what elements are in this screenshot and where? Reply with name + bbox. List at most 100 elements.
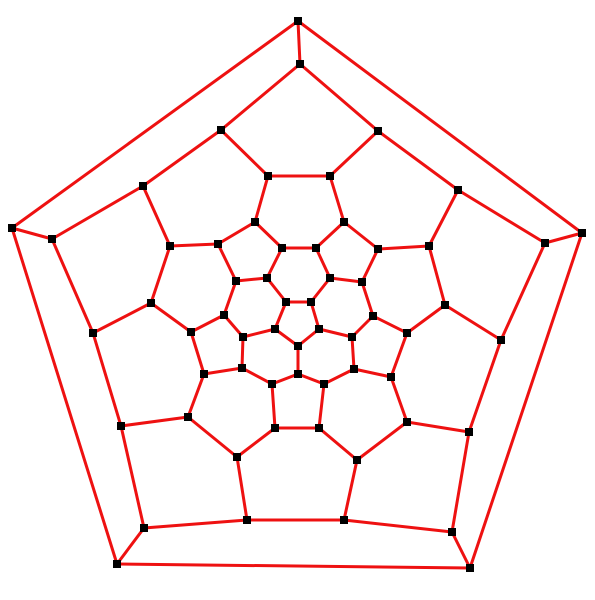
- graph-edge: [352, 367, 393, 379]
- graph-edge: [149, 244, 172, 305]
- graph-edge: [189, 313, 226, 334]
- graph-edge: [10, 226, 119, 566]
- graph-edge: [222, 279, 238, 317]
- graph-edge: [253, 174, 270, 224]
- graph-node: [264, 172, 272, 180]
- graph-edge: [360, 280, 375, 318]
- graph-edge: [342, 518, 454, 534]
- graph-edge: [91, 301, 153, 335]
- graph-node: [403, 329, 411, 337]
- graph-edge: [456, 188, 547, 245]
- graph-edge: [405, 420, 471, 434]
- graph-node: [117, 422, 125, 430]
- graph-node: [350, 365, 358, 373]
- graph-node: [315, 424, 323, 432]
- graph-node: [374, 245, 382, 253]
- graph-edge: [427, 188, 460, 248]
- graph-edge: [50, 237, 95, 335]
- graph-edge: [317, 382, 326, 430]
- graph-node: [263, 274, 271, 282]
- graph-edge: [296, 19, 584, 235]
- graph-edge: [342, 220, 380, 251]
- graph-node: [238, 364, 246, 372]
- graph-node: [296, 60, 304, 68]
- graph-node: [139, 182, 147, 190]
- graph-edge: [240, 335, 245, 370]
- graph-edge: [115, 526, 146, 566]
- graph-edge: [543, 231, 584, 245]
- graph-edge: [298, 62, 380, 133]
- graph-node: [140, 524, 148, 532]
- graph-node: [340, 218, 348, 226]
- graph-node: [353, 456, 361, 464]
- graph-edge: [186, 415, 239, 459]
- graph-edge: [376, 244, 431, 251]
- graph-node: [268, 380, 276, 388]
- graph-nodes: [8, 17, 586, 572]
- graph-edge: [322, 367, 356, 386]
- graph-edge: [309, 300, 321, 331]
- graph-edge: [376, 129, 460, 192]
- graph-node: [541, 239, 549, 247]
- graph-edge: [141, 128, 223, 188]
- graph-node: [326, 274, 334, 282]
- graph-node: [89, 329, 97, 337]
- graph-edge: [50, 184, 145, 241]
- graph-edge: [241, 327, 277, 339]
- graph-node: [312, 244, 320, 252]
- graph-node: [233, 453, 241, 461]
- graph-node: [8, 224, 16, 232]
- graph-edge: [499, 241, 547, 342]
- graph-edge: [10, 226, 54, 241]
- graph-edge: [317, 327, 354, 339]
- graph-edge: [10, 19, 300, 230]
- graph-edge: [119, 424, 146, 530]
- graph-edge: [91, 331, 123, 428]
- graph-node: [214, 240, 222, 248]
- graph-edge: [216, 220, 257, 246]
- graph-edge: [186, 372, 206, 419]
- graph-node: [340, 516, 348, 524]
- graph-node: [243, 516, 251, 524]
- graph-node: [465, 428, 473, 436]
- graph-node: [294, 17, 302, 25]
- graph-edge: [219, 62, 302, 132]
- graph-node: [425, 242, 433, 250]
- graph-edge: [235, 455, 249, 522]
- graph-edge: [270, 382, 277, 430]
- graph-edge: [296, 19, 302, 66]
- graph-edge: [235, 426, 277, 459]
- graph-node: [187, 328, 195, 336]
- graph-edge: [360, 247, 380, 284]
- graph-edge: [234, 276, 269, 283]
- graph-edges: [10, 19, 584, 570]
- graph-edge: [467, 338, 503, 434]
- graph-node: [358, 278, 366, 286]
- graph-edge: [202, 366, 244, 376]
- graph-edge: [219, 128, 270, 178]
- graph-edge: [427, 244, 447, 307]
- graph-edge: [389, 375, 409, 424]
- graph-edge: [317, 426, 359, 462]
- graph-edge: [189, 330, 206, 376]
- graph-edge: [273, 300, 288, 331]
- graph-node: [220, 311, 228, 319]
- graph-node: [315, 325, 323, 333]
- graph-edge: [468, 231, 584, 570]
- graph-edge: [216, 242, 238, 283]
- graph-node: [232, 277, 240, 285]
- graph-node: [294, 342, 302, 350]
- graph-edge: [314, 246, 332, 280]
- graph-node: [166, 242, 174, 250]
- graph-node: [374, 127, 382, 135]
- graph-node: [441, 301, 449, 309]
- graph-node: [387, 373, 395, 381]
- graph-node: [48, 235, 56, 243]
- graph-edge: [240, 366, 274, 386]
- graph-node: [251, 218, 259, 226]
- graph-node: [403, 418, 411, 426]
- graph-node: [217, 126, 225, 134]
- graph-edge: [328, 174, 346, 224]
- graph-node: [369, 312, 377, 320]
